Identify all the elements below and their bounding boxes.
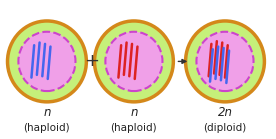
Text: (haploid): (haploid) — [111, 123, 157, 133]
Ellipse shape — [94, 21, 173, 102]
Ellipse shape — [197, 32, 254, 91]
Text: n: n — [43, 106, 51, 119]
Text: n: n — [130, 106, 138, 119]
Ellipse shape — [185, 21, 264, 102]
Text: (haploid): (haploid) — [24, 123, 70, 133]
Ellipse shape — [18, 32, 75, 91]
Ellipse shape — [7, 21, 86, 102]
Ellipse shape — [105, 32, 163, 91]
Text: 2n: 2n — [217, 106, 232, 119]
Text: (diploid): (diploid) — [203, 123, 247, 133]
Text: +: + — [84, 52, 99, 70]
